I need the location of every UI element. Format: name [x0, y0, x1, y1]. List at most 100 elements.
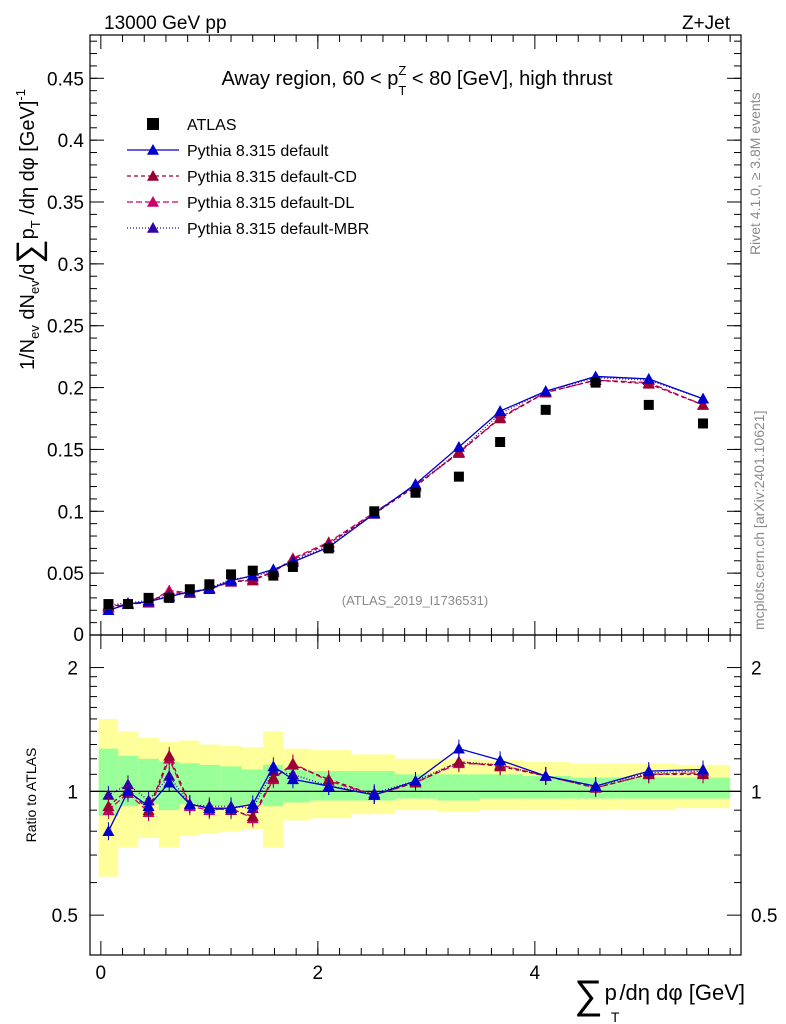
- band-inner: [437, 774, 480, 801]
- ratio-series-point: [102, 800, 115, 812]
- series-point: [697, 398, 710, 410]
- legend-label: Pythia 8.315 default: [187, 143, 329, 160]
- legend-label: ATLAS: [187, 117, 237, 134]
- ratio-y-tick-label: 0.5: [52, 906, 78, 927]
- rivet-label: Rivet 4.1.0, ≥ 3.8M events: [747, 92, 763, 255]
- ratio-series-point: [267, 760, 280, 772]
- legend-label: Pythia 8.315 default-CD: [187, 169, 357, 186]
- band-inner: [220, 766, 242, 807]
- ratio-series-point: [163, 776, 176, 788]
- legend-marker-triangle: [147, 144, 159, 155]
- ratio-series-point: [203, 802, 216, 813]
- ratio-series-point: [286, 773, 299, 785]
- ratio-series-point: [409, 774, 422, 786]
- data-point: [103, 599, 114, 610]
- x-tick-label: 0: [96, 963, 107, 984]
- y-tick-label: 0.3: [58, 255, 84, 276]
- ratio-series-point: [102, 788, 115, 800]
- ratio-series-point: [589, 780, 602, 791]
- ratio-y-tick-label-right: 2: [751, 659, 762, 680]
- legend-label: Pythia 8.315 default-DL: [187, 195, 354, 212]
- y-tick-label: 0.2: [58, 379, 84, 400]
- ratio-series-point: [267, 771, 280, 783]
- x-tick-label: 2: [313, 963, 324, 984]
- data-point: [540, 404, 551, 415]
- main-marks: [102, 370, 710, 616]
- y-zero-label: 0: [73, 625, 84, 646]
- data-point: [643, 399, 654, 410]
- band-inner: [622, 777, 676, 799]
- band-inner: [138, 758, 159, 805]
- plot-title: Away region, 60 < pTZ < 80 [GeV], high t…: [221, 63, 613, 98]
- data-point: [247, 565, 258, 576]
- series-point: [102, 604, 115, 616]
- legend-label: Pythia 8.315 default-MBR: [187, 221, 369, 238]
- series-point: [225, 574, 238, 586]
- x-tick-label: 4: [530, 963, 541, 984]
- data-point: [268, 570, 279, 581]
- ratio-series-point: [452, 742, 465, 754]
- ratio-series-point: [246, 810, 259, 822]
- y-tick-label: 0.25: [47, 317, 84, 338]
- ratio-series-point: [142, 800, 155, 812]
- series-point: [452, 440, 465, 452]
- data-point: [410, 487, 421, 498]
- ratio-series-point: [322, 780, 335, 791]
- band-inner: [199, 764, 221, 807]
- ratio-y-tick-label: 1: [67, 782, 78, 803]
- ratio-series-point: [225, 802, 238, 813]
- ratio-series-point: [697, 763, 710, 775]
- data-point: [164, 592, 175, 603]
- ratio-ylabel: Ratio to ATLAS: [23, 748, 39, 843]
- ratio-series-point: [163, 749, 176, 761]
- ratio-series-point: [494, 754, 507, 766]
- data-point: [453, 471, 464, 482]
- main-panel: 0.05 0.1 0.15 0.2 0.25 0.3 0.35 0.4 0.45 0 Away r…: [47, 34, 742, 646]
- band-inner: [675, 777, 731, 799]
- y-tick-label: 0.35: [47, 193, 84, 214]
- ratio-series-point: [539, 769, 552, 781]
- header-left: 13000 GeV pp: [104, 13, 227, 34]
- legend-marker-triangle: [147, 170, 159, 181]
- ratio-series-point: [642, 765, 655, 776]
- y-tick-label: 0.4: [58, 131, 85, 152]
- data-point: [323, 543, 334, 554]
- header-right: Z+Jet: [682, 13, 731, 34]
- legend: ATLAS Pythia 8.315 default Pythia 8.315 de…: [127, 117, 369, 238]
- analysis-id: (ATLAS_2019_I1736531): [342, 593, 488, 608]
- mcplots-label: mcplots.cern.ch [arXiv:2401.10621]: [751, 411, 767, 630]
- data-point: [204, 579, 215, 590]
- legend-marker-triangle: [147, 196, 159, 207]
- ratio-y-tick-label: 2: [67, 659, 78, 680]
- legend-marker-triangle: [147, 222, 159, 233]
- data-point: [122, 599, 133, 610]
- ratio-panel: 0 2 4 0.5 0.5 1 1 2 2: [52, 634, 777, 984]
- series-point: [409, 478, 422, 489]
- main-axes: 0.05 0.1 0.15 0.2 0.25 0.3 0.35 0.4 0.45 0: [47, 35, 741, 646]
- ratio-series-point: [246, 798, 259, 810]
- series-point: [642, 372, 655, 384]
- series-point: [539, 385, 552, 397]
- ratio-series-point: [286, 758, 299, 770]
- y-tick-label: 0.45: [47, 69, 84, 90]
- ratio-frame: [89, 634, 742, 956]
- legend-marker-square: [147, 118, 159, 130]
- ratio-series-point: [121, 785, 134, 797]
- data-point: [287, 561, 298, 572]
- data-point: [590, 377, 601, 388]
- ratio-y-tick-label-right: 1: [751, 782, 762, 803]
- series-point: [494, 412, 507, 424]
- band-inner: [283, 769, 311, 803]
- x-axis-label: ∑p T/dη dφ [GeV]: [574, 973, 745, 1024]
- main-ylabel: 1/Nev dNev/d∑pT /dη dφ [GeV]-1: [10, 89, 48, 370]
- band-inner: [479, 774, 523, 799]
- y-tick-label: 0.1: [58, 502, 84, 523]
- band-inner: [522, 775, 571, 799]
- data-point: [698, 418, 709, 429]
- data-point: [184, 584, 195, 595]
- y-tick-label: 0.05: [47, 564, 84, 585]
- data-point: [369, 506, 380, 517]
- series-point: [697, 392, 710, 404]
- data-point: [226, 569, 237, 580]
